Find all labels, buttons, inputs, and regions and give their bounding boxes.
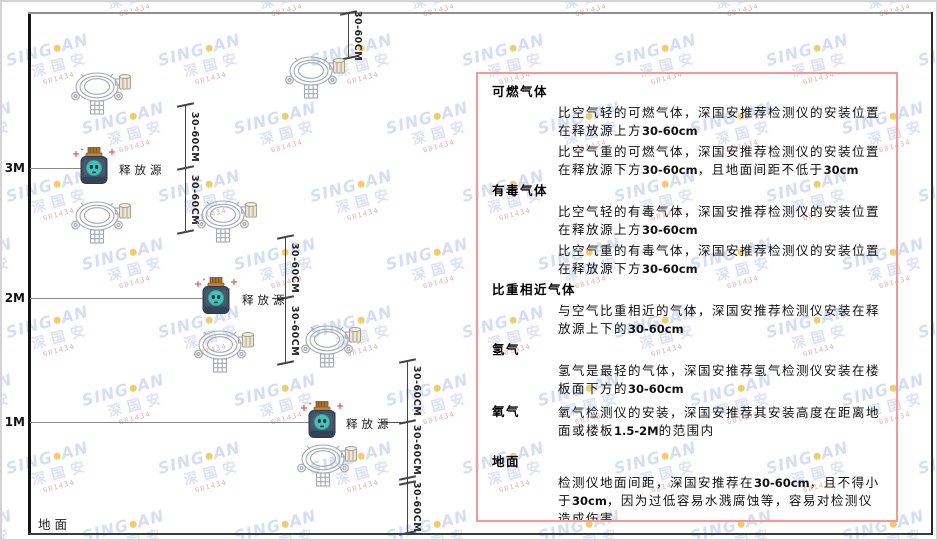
dim-label: 30-60CM (411, 424, 422, 476)
detector-icon (297, 444, 358, 487)
detector-icon (301, 325, 362, 368)
floor-line (28, 533, 933, 535)
guideline-paragraph: 检测仪地面间距，深国安推荐在30-60cm，且不得小于30cm，因为过低容易水溅… (558, 475, 880, 522)
release-source-icon (72, 147, 116, 185)
guideline-section: 氢气氢气是最轻的气体，深国安推荐氢气检测仪安装在楼板面下方的30-60cm (492, 341, 882, 398)
guideline-paragraph: 比空气重的可燃气体，深国安推荐检测仪的安装位置在释放源下方30-60cm，且地面… (558, 144, 881, 177)
guideline-paragraph: 氧气检测仪的安装，深国安推荐其安装高度在距离地面或楼板1.5-2M的范围内 (558, 405, 881, 438)
guideline-paragraph: 比空气重的有毒气体，深国安推荐检测仪的安装位置在释放源下方30-60cm (558, 243, 881, 276)
axis-label-3m: 3M (4, 161, 25, 175)
level-line-1m (30, 422, 309, 423)
detector-icon (71, 201, 132, 244)
detector-icon (285, 56, 346, 99)
guideline-section: 可燃气体 比空气轻的可燃气体，深国安推荐检测仪的安装位置在释放源上方30-60cm… (492, 83, 882, 179)
guideline-panel-body: 可燃气体 比空气轻的可燃气体，深国安推荐检测仪的安装位置在释放源上方30-60cm… (492, 83, 882, 522)
section-heading: 有毒气体 (492, 183, 549, 198)
ground-label: 地面 (38, 517, 72, 532)
level-connector-1m (380, 422, 408, 423)
release-source-label: 释放源 (346, 417, 393, 431)
dim-tick (176, 102, 195, 108)
guideline-panel: 可燃气体 比空气轻的可燃气体，深国安推荐检测仪的安装位置在释放源上方30-60cm… (476, 72, 898, 522)
release-source-label: 释放源 (119, 163, 166, 177)
guideline-section: 比重相近气体与空气比重相近的气体，深国安推荐检测仪安装在释放源上下的30-60c… (492, 281, 882, 338)
dimension-line-1m: 30-60CM 30-60CM 30-60CM (398, 358, 422, 536)
level-line-2m (30, 298, 203, 299)
release-source-icon (300, 401, 344, 439)
section-heading: 可燃气体 (492, 84, 549, 99)
guideline-paragraph: 比空气轻的有毒气体，深国安推荐检测仪的安装位置在释放源上方30-60cm (558, 204, 881, 237)
diagram-right-border (931, 12, 933, 535)
dim-label: 30-60CM (289, 305, 300, 357)
release-source-icon (194, 277, 238, 315)
detector-icon (197, 200, 258, 243)
axis-label-1m: 1M (4, 415, 25, 429)
section-heading: 地面 (492, 454, 521, 469)
axis-label-2m: 2M (4, 291, 25, 305)
dim-label: 30-60CM (189, 111, 200, 163)
section-heading: 氢气 (492, 342, 521, 357)
level-line-3m (30, 168, 81, 169)
height-axis-line (28, 12, 31, 535)
ceiling-line (28, 12, 933, 14)
guideline-section: 氧气 氧气检测仪的安装，深国安推荐其安装高度在距离地面或楼板1.5-2M的范围内 (492, 401, 882, 443)
dim-tick (276, 234, 295, 240)
dim-label: 30-60CM (352, 10, 363, 62)
dim-tick (176, 229, 195, 235)
guideline-section: 有毒气体 比空气轻的有毒气体，深国安推荐检测仪的安装位置在释放源上方30-60cm… (492, 182, 882, 278)
dim-label: 30-60CM (411, 365, 422, 417)
dim-label: 30-60CM (411, 481, 422, 533)
guideline-paragraph: 与空气比重相近的气体，深国安推荐检测仪安装在释放源上下的30-60cm (558, 303, 881, 336)
dimension-line-ceiling: 30-60CM (339, 10, 363, 61)
detector-icon (194, 330, 255, 373)
dimension-line-3m: 30-60CM 30-60CM (176, 102, 200, 235)
release-source-label: 释放源 (242, 293, 289, 307)
dim-tick (276, 360, 295, 366)
guideline-paragraph: 氢气是最轻的气体，深国安推荐氢气检测仪安装在楼板面下方的30-60cm (558, 363, 881, 396)
guideline-paragraph: 比空气轻的可燃气体，深国安推荐检测仪的安装位置在释放源上方30-60cm (558, 105, 881, 138)
section-heading: 比重相近气体 (492, 282, 577, 297)
section-heading: 氧气 (492, 404, 521, 419)
dim-tick (176, 165, 195, 171)
dim-label: 30-60CM (289, 242, 300, 294)
dimension-line-2m: 30-60CM 30-60CM (276, 234, 300, 366)
detector-icon (71, 72, 132, 115)
guideline-section: 地面检测仪地面间距，深国安推荐在30-60cm，且不得小于30cm，因为过低容易… (492, 453, 882, 522)
